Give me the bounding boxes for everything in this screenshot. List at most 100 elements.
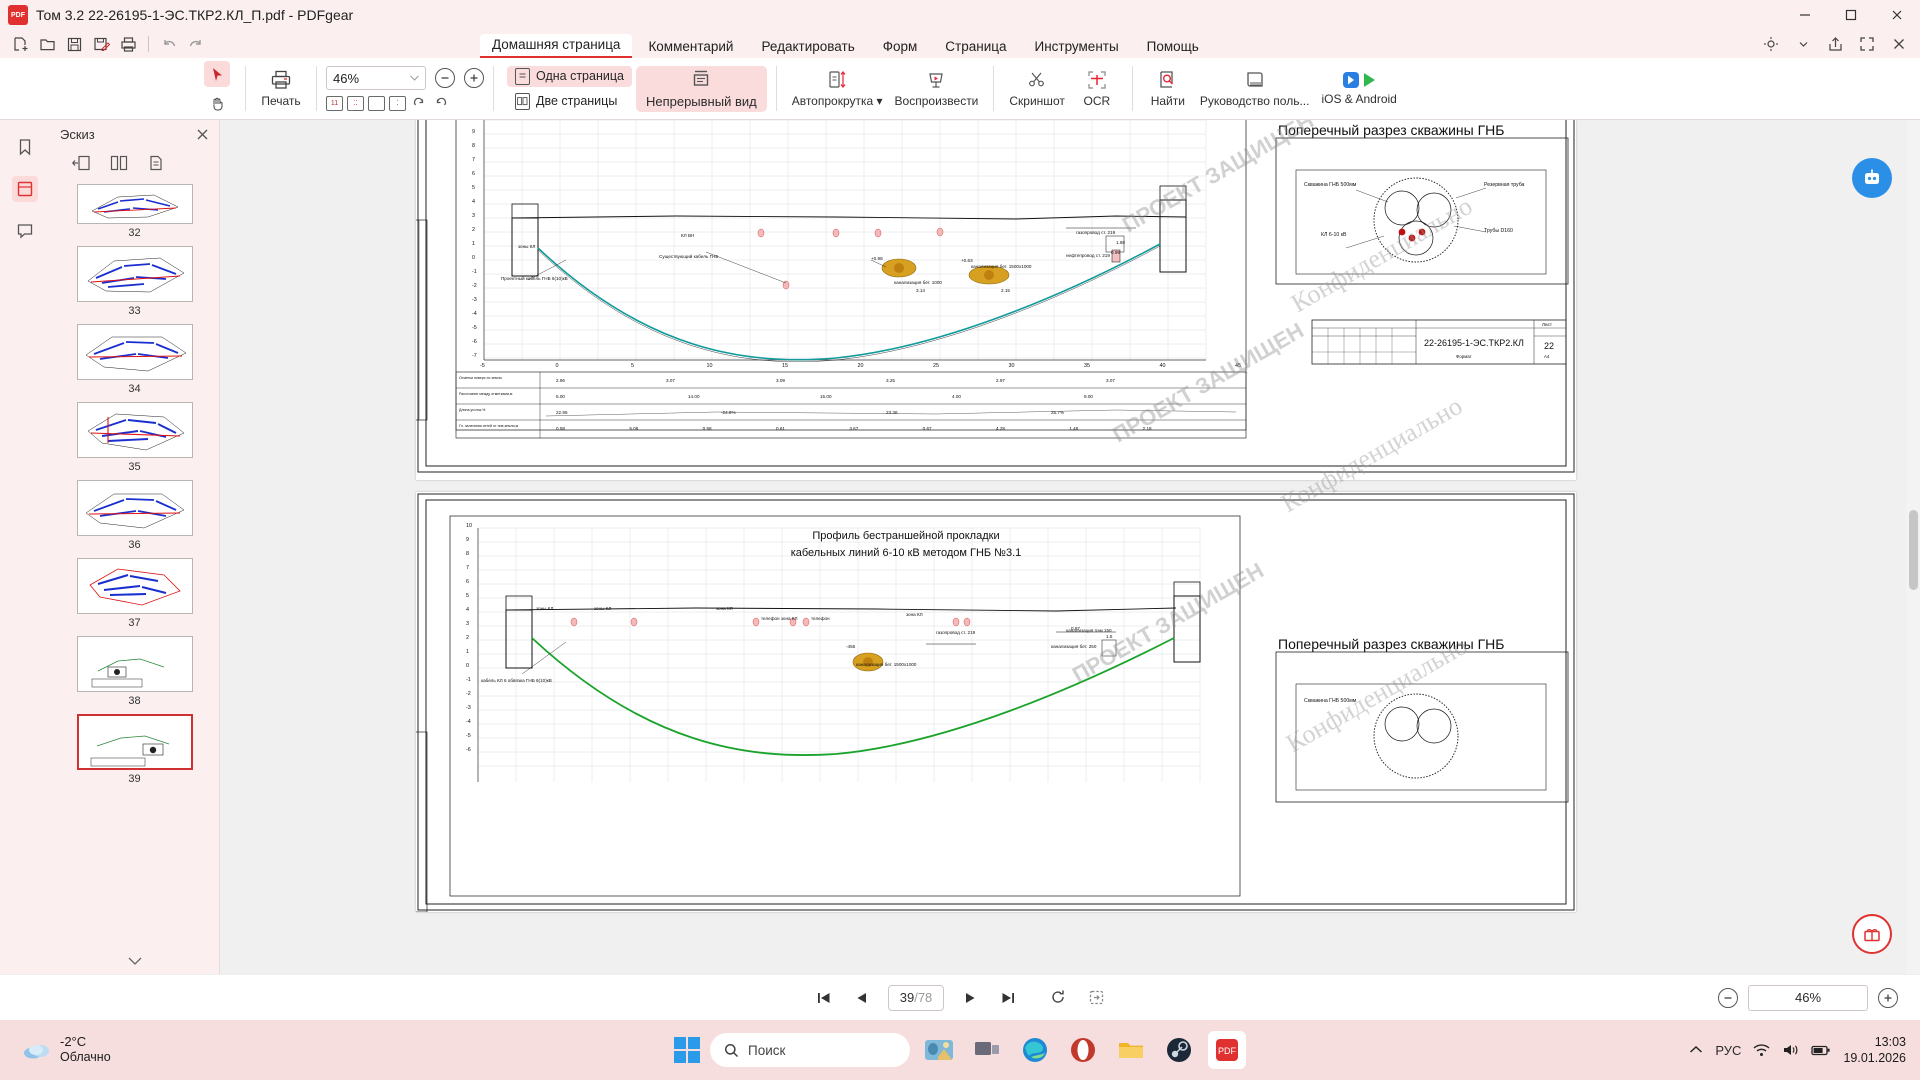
wifi-icon[interactable] [1753,1043,1770,1057]
search-input[interactable]: Поиск [710,1033,910,1067]
print-button[interactable]: Печать [255,67,307,110]
rotate-left-icon[interactable] [410,95,428,111]
explorer-icon[interactable] [1112,1031,1150,1069]
pointer-icon[interactable] [204,61,230,87]
share-icon[interactable] [1820,32,1850,56]
tab-page[interactable]: Страница [945,39,1007,54]
save-as-icon[interactable] [89,32,113,56]
thumbnail-item[interactable] [76,480,193,536]
tab-home[interactable]: Домашняя страница [480,34,633,58]
tab-form[interactable]: Форм [882,39,918,54]
thumbnail-item[interactable] [76,714,193,770]
compare-icon[interactable] [110,155,128,171]
tab-help[interactable]: Помощь [1146,39,1199,54]
thumbnail-collapse-button[interactable] [50,948,219,974]
play-button[interactable]: Воспроизвести [889,67,985,110]
continuous-view-button[interactable]: Непрерывный вид [635,65,767,112]
gift-button[interactable] [1852,914,1892,954]
tab-tools[interactable]: Инструменты [1034,39,1119,54]
drawing-label: 14.00 [688,394,700,399]
weather-widget[interactable]: -2°C Облачно [0,1034,111,1066]
thumbnails-icon[interactable] [12,176,38,202]
opera-icon[interactable] [1064,1031,1102,1069]
first-page-icon[interactable] [812,986,836,1010]
battery-icon[interactable] [1811,1043,1831,1057]
drawing-label: 2 [472,227,475,233]
page1-circle-label-2: Скважина ГНБ 500мм [1304,182,1357,188]
fit-page-icon[interactable]: ⁚⁚ [347,95,364,111]
chevron-up-icon[interactable] [1689,1045,1703,1055]
user-guide-button[interactable]: Руководство поль... [1194,67,1316,110]
thumbnail-item[interactable] [76,402,193,458]
save-icon[interactable] [62,32,86,56]
chevron-down-icon[interactable] [1788,32,1818,56]
maximize-button[interactable] [1828,0,1874,30]
mobile-apps-button[interactable]: iOS & Android [1315,69,1402,108]
find-button[interactable]: Найти [1142,67,1194,110]
nav-zoom-in-button[interactable] [1878,987,1898,1008]
brightness-icon[interactable] [1756,32,1786,56]
thumbnail-item[interactable] [76,184,193,224]
page1-stamp-norm: Формат [1456,354,1472,359]
open-folder-icon[interactable] [35,32,59,56]
fit-width-icon[interactable] [368,95,385,111]
photos-icon[interactable] [920,1031,958,1069]
minimize-button[interactable] [1782,0,1828,30]
language-indicator[interactable]: РУС [1715,1042,1742,1058]
hand-icon[interactable] [204,90,230,116]
volume-icon[interactable] [1782,1043,1799,1057]
drawing-label: 1 [466,649,469,655]
zoom-level-select[interactable]: 46% [326,66,426,90]
thumbnail-list[interactable]: 32 33 34 35 36 37 38 [50,178,219,948]
close-document-icon[interactable] [1884,32,1914,56]
thumbnail-item[interactable] [76,636,193,692]
viewer-scrollbar[interactable] [1906,120,1920,974]
nav-zoom-value[interactable]: 46% [1748,984,1868,1011]
tab-edit[interactable]: Редактировать [761,39,855,54]
start-button[interactable] [674,1037,700,1063]
fit-actual-icon[interactable]: 11 [326,95,343,111]
extract-icon[interactable] [148,155,164,171]
ai-assistant-button[interactable] [1852,158,1892,198]
zoom-in-button[interactable] [464,68,484,88]
screenshot-button[interactable]: Скриншот [1003,67,1070,110]
drawing-label: 1 [472,241,475,247]
taskview-icon[interactable] [968,1031,1006,1069]
rotate-view-icon[interactable] [1046,986,1070,1010]
next-page-icon[interactable] [958,986,982,1010]
pdfgear-icon[interactable]: PDF [1208,1031,1246,1069]
drawing-label: 23.36 [886,410,898,415]
zoom-out-button[interactable] [435,68,455,88]
thumbnail-item[interactable] [76,246,193,302]
bookmark-icon[interactable] [12,134,38,160]
last-page-icon[interactable] [996,986,1020,1010]
fit-visible-icon[interactable]: ⁚ [389,95,406,111]
close-button[interactable] [1874,0,1920,30]
thumbnail-item[interactable] [76,558,193,614]
prev-page-icon[interactable] [850,986,874,1010]
reflow-icon[interactable] [1084,986,1108,1010]
ocr-button[interactable]: OCR [1071,67,1123,110]
scrollbar-thumb[interactable] [1909,510,1918,590]
cloud-icon [22,1039,52,1061]
edge-icon[interactable] [1016,1031,1054,1069]
nav-zoom-out-button[interactable] [1718,987,1738,1008]
tab-comment[interactable]: Комментарий [648,39,734,54]
redo-icon[interactable] [184,32,208,56]
new-file-icon[interactable] [8,32,32,56]
clock[interactable]: 13:03 19.01.2026 [1843,1034,1906,1067]
split-page-icon[interactable] [72,155,90,171]
undo-icon[interactable] [157,32,181,56]
document-viewer[interactable]: Профиль бестраншейной прокладки кабельны… [220,120,1920,974]
page-number-input[interactable]: 39 / 78 [888,984,944,1011]
close-icon[interactable] [196,128,209,141]
autoscroll-button[interactable]: Автопрокрутка ▾ [786,67,889,110]
two-pages-button[interactable]: Две страницы [507,91,632,112]
thumbnail-item[interactable] [76,324,193,380]
rotate-right-icon[interactable] [432,95,450,111]
steam-icon[interactable] [1160,1031,1198,1069]
print-icon[interactable] [116,32,140,56]
one-page-button[interactable]: Одна страница [507,65,632,87]
fullscreen-icon[interactable] [1852,32,1882,56]
comments-icon[interactable] [12,218,38,244]
